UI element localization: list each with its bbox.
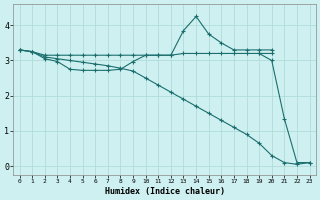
X-axis label: Humidex (Indice chaleur): Humidex (Indice chaleur): [105, 187, 225, 196]
